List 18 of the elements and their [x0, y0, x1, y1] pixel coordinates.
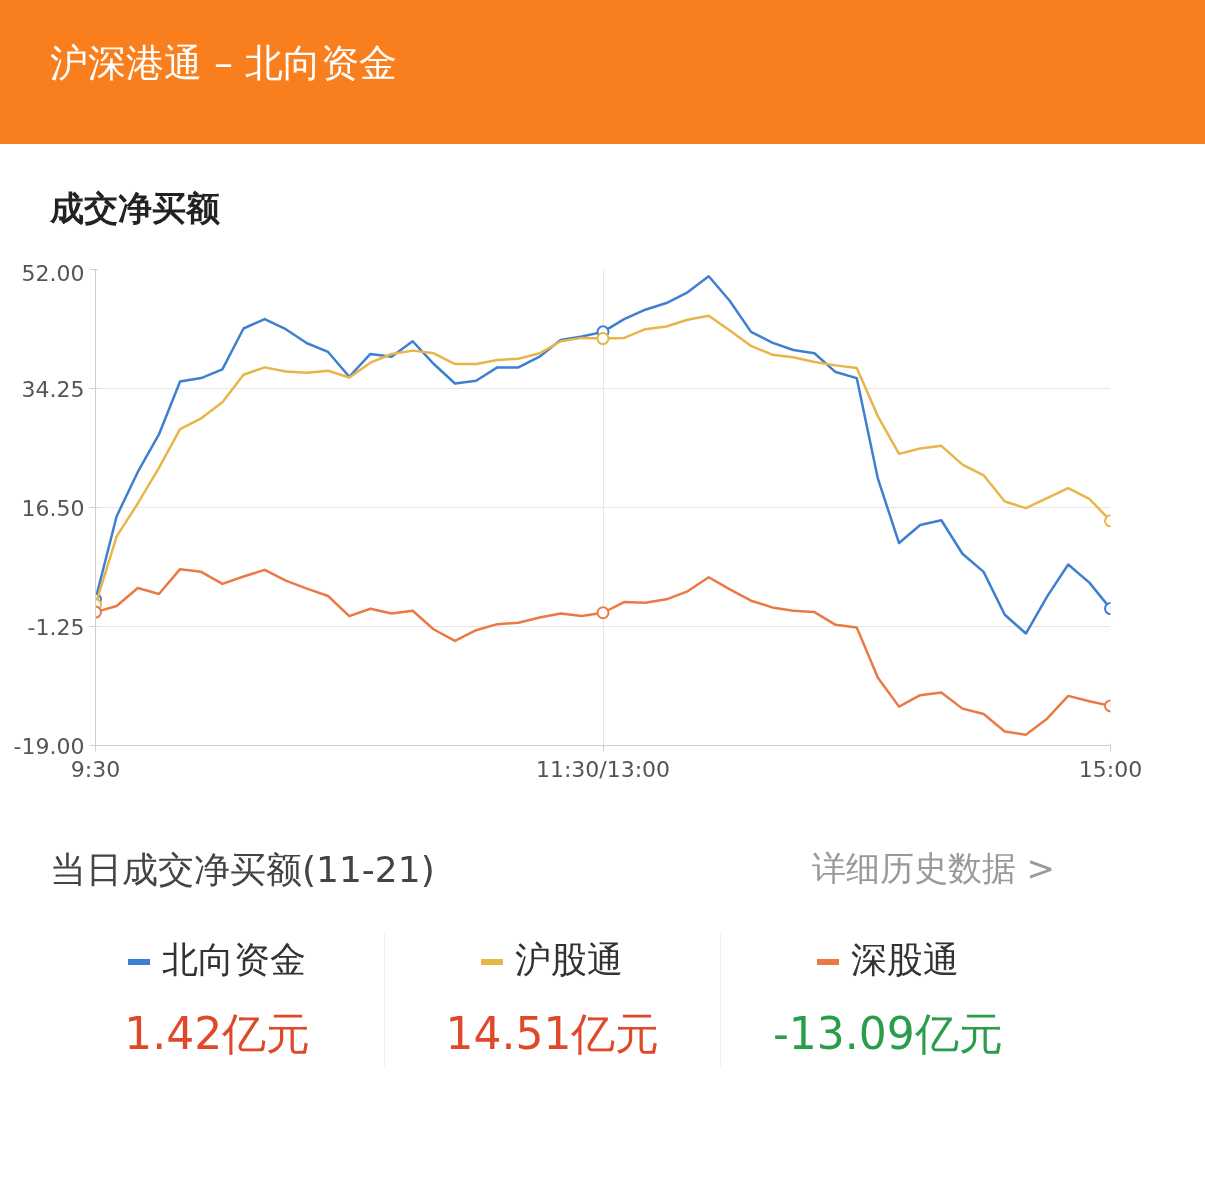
y-tick-label: -1.25 [27, 614, 85, 640]
legend-label: 沪股通 [514, 938, 625, 982]
y-tick-label: 34.25 [21, 376, 85, 402]
x-tick-label: 15:00 [1078, 756, 1143, 782]
text: 14.51亿元 [444, 1007, 661, 1062]
x-tick-label: 9:30 [70, 756, 121, 782]
legend-label: 北向资金 [161, 938, 308, 982]
text: -13.09亿元 [771, 1007, 1004, 1062]
chart-subtitle: 成交净买额 [49, 187, 221, 230]
x-tick-label: 11:30/13:00 [535, 756, 671, 782]
y-tick-label: 16.50 [21, 495, 85, 521]
text: 当日成交净买额(11-21) [50, 848, 435, 892]
legend-label: 深股通 [849, 938, 960, 982]
text: 详细历史数据 > [811, 847, 1055, 890]
chart-title: 沪深港通 – 北向资金 [0, 0, 1205, 144]
y-tick-label: -19.00 [13, 733, 85, 759]
y-tick-label: 52.00 [21, 260, 85, 286]
text: 1.42亿元 [123, 1007, 312, 1062]
